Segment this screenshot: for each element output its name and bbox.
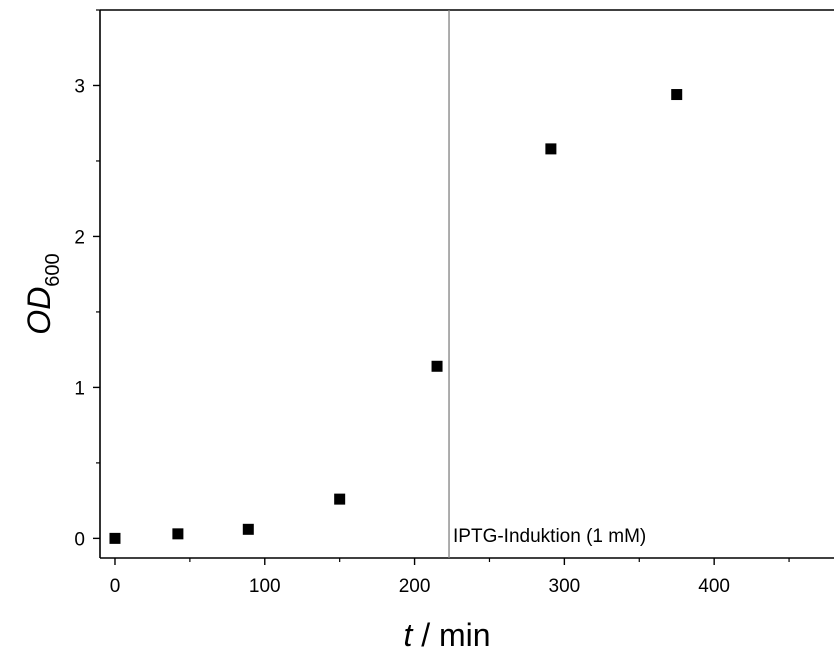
x-tick-label: 300 [549,576,581,597]
data-point [334,493,346,505]
induction-label: IPTG-Induktion (1 mM) [453,526,646,547]
y-tick-label: 0 [74,529,85,550]
x-tick-label: 0 [110,576,121,597]
data-point [172,528,184,540]
data-point [545,143,557,155]
x-axis-unit: / min [412,617,490,653]
x-tick-label: 200 [399,576,431,597]
data-point [671,89,683,101]
plot-frame [99,9,834,559]
data-point [109,532,121,544]
y-axis-variable: OD [21,287,57,335]
x-axis-title: t / min [403,617,490,653]
y-axis-ticks: 0 1 2 3 [74,9,100,550]
y-axis-title: OD600 [21,253,64,334]
x-axis-variable: t [403,617,413,653]
data-point [242,523,254,535]
y-axis-subscript: 600 [42,253,64,286]
y-tick-label: 3 [74,76,85,97]
x-tick-label: 400 [698,576,730,597]
x-axis-ticks: 0 100 200 300 400 [110,558,790,597]
data-points [109,89,683,544]
x-tick-label: 100 [249,576,281,597]
y-tick-label: 2 [74,227,85,248]
data-point [431,360,443,372]
y-tick-label: 1 [74,378,85,399]
